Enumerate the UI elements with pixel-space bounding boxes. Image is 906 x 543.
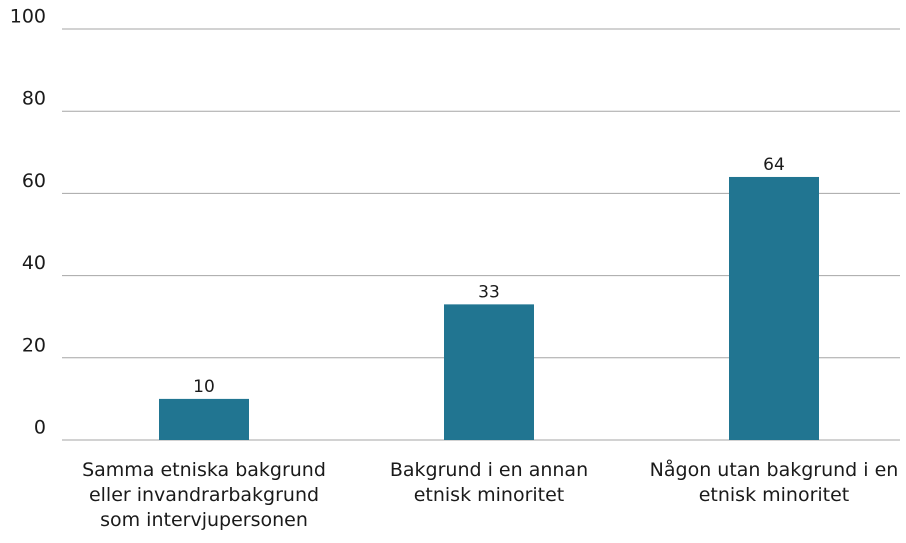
x-tick-label: Bakgrund i en annan etnisk minoritet (390, 459, 588, 506)
bar (729, 176, 819, 440)
y-tick-label: 20 (22, 334, 46, 356)
label-line: som intervjupersonen (100, 509, 308, 531)
y-tick-label: 60 (22, 170, 46, 192)
x-tick-label: Någon utan bakgrund i en etnisk minoritet (650, 458, 899, 506)
data-label: 33 (478, 282, 500, 302)
bar (444, 304, 534, 440)
bar (159, 398, 249, 440)
data-label: 10 (193, 377, 215, 397)
label-line: eller invandrarbakgrund (89, 484, 319, 506)
y-tick-label: 40 (22, 252, 46, 274)
label-line: Bakgrund i en annan (390, 459, 588, 481)
label-line: Samma etniska bakgrund (82, 459, 326, 481)
label-line: etnisk minoritet (414, 484, 565, 506)
label-line: Någon utan bakgrund i en (650, 458, 899, 481)
y-tick-label: 100 (10, 6, 46, 28)
y-tick-label: 80 (22, 88, 46, 110)
data-label: 64 (763, 155, 785, 175)
x-tick-label: Samma etniska bakgrund eller invandrarbak… (82, 459, 326, 531)
y-tick-label: 0 (34, 417, 46, 439)
label-line: etnisk minoritet (699, 484, 850, 506)
